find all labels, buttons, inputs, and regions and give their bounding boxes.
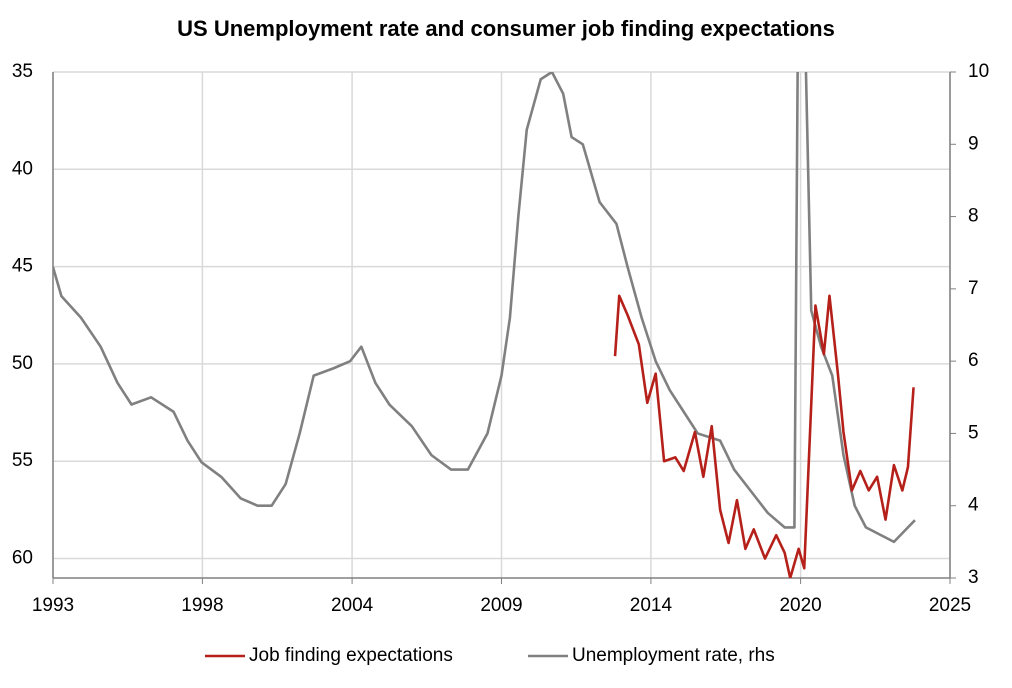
x-tick-label: 1998 xyxy=(181,595,223,616)
y2-tick-label: 8 xyxy=(968,206,979,227)
y2-tick-label: 10 xyxy=(968,61,989,82)
legend-label: Unemployment rate, rhs xyxy=(572,645,775,666)
y2-tick-label: 6 xyxy=(968,350,979,371)
y2-tick-label: 7 xyxy=(968,278,979,299)
y2-tick-label: 9 xyxy=(968,133,979,154)
x-tick-label: 1993 xyxy=(32,595,74,616)
x-tick-label: 2020 xyxy=(779,595,821,616)
chart-title: US Unemployment rate and consumer job fi… xyxy=(177,16,835,41)
x-tick-label: 2025 xyxy=(929,595,971,616)
y-tick-label: 60 xyxy=(12,548,33,569)
series-line xyxy=(613,294,915,578)
y-tick-label: 55 xyxy=(12,450,33,471)
x-tick-label: 2014 xyxy=(630,595,673,616)
y-tick-label: 40 xyxy=(12,158,33,179)
series-line xyxy=(53,72,916,544)
y2-tick-label: 4 xyxy=(968,495,979,516)
y-tick-label: 35 xyxy=(12,61,33,82)
y-tick-label: 45 xyxy=(12,256,33,277)
x-tick-label: 2009 xyxy=(480,595,522,616)
y2-tick-label: 5 xyxy=(968,422,979,443)
y-tick-label: 50 xyxy=(12,353,33,374)
y2-tick-label: 3 xyxy=(968,567,979,588)
plot-area xyxy=(53,72,916,578)
legend-label: Job finding expectations xyxy=(249,645,453,666)
x-tick-label: 2004 xyxy=(331,595,374,616)
